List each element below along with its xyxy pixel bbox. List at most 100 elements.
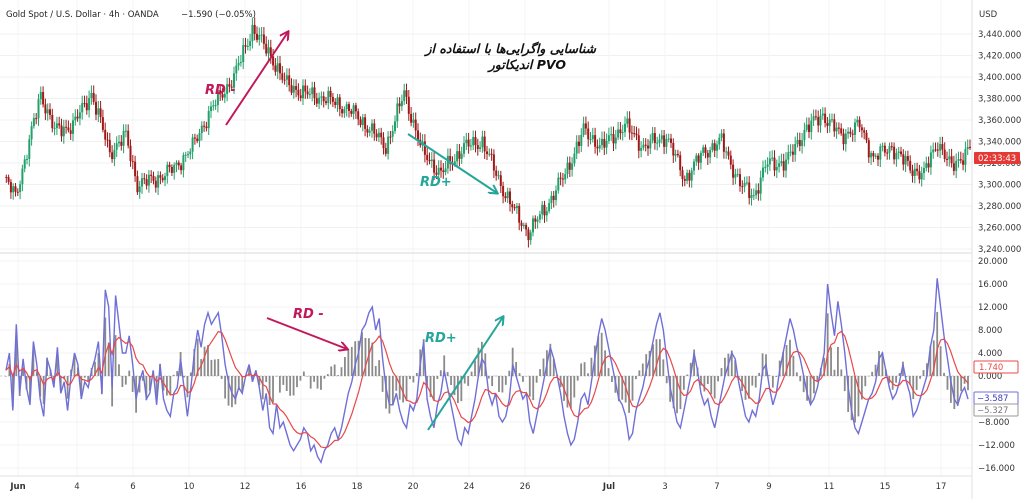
candle-body: [955, 160, 958, 171]
time-tick-label: 26: [520, 482, 531, 492]
candle-body: [621, 132, 624, 134]
candle-body: [21, 168, 24, 185]
histogram-bar: [118, 364, 120, 376]
histogram-bar: [330, 366, 333, 376]
indicator-tick-label: 16.000: [978, 280, 1008, 290]
candle-body: [559, 177, 562, 179]
candle-body: [538, 214, 541, 220]
histogram-bar: [412, 376, 415, 383]
rd-minus-indicator-label: RD -: [293, 307, 324, 322]
histogram-bar: [590, 357, 593, 376]
histogram-bar: [227, 376, 230, 406]
candle-body: [548, 203, 551, 212]
histogram-bar: [939, 346, 942, 376]
candle-body: [584, 123, 587, 129]
price-tick-label: 3,360.000: [978, 116, 1021, 126]
histogram-bar: [402, 376, 405, 403]
candle-body: [794, 144, 797, 155]
candle-body: [69, 130, 72, 134]
candle-body: [444, 168, 447, 173]
histogram-bar: [148, 376, 151, 391]
time-tick-label: 9: [766, 482, 771, 492]
histogram-bar: [703, 376, 706, 392]
histogram-bar: [932, 340, 935, 376]
histogram-bar: [186, 376, 189, 398]
candle-body: [488, 153, 491, 155]
candle-body: [879, 146, 882, 160]
candle-body: [16, 191, 19, 193]
candle-body: [469, 145, 472, 147]
candle-body: [7, 177, 10, 182]
candle-body: [580, 134, 583, 146]
candle-body: [722, 133, 725, 152]
candle-body: [65, 126, 68, 128]
candle-body: [762, 167, 764, 178]
candle-body: [946, 158, 948, 160]
candle-body: [920, 173, 923, 180]
histogram-bar: [241, 376, 244, 391]
histogram-bar: [611, 376, 613, 382]
time-tick-label: 11: [824, 482, 835, 492]
candle-body: [513, 207, 516, 209]
histogram-bar: [268, 376, 271, 405]
histogram-bar: [210, 359, 213, 376]
candle-body: [798, 139, 801, 147]
candle-body: [957, 159, 960, 161]
candle-body: [727, 151, 730, 156]
histogram-bar: [867, 375, 870, 377]
histogram-bar: [682, 376, 685, 390]
candle-body: [446, 155, 449, 169]
histogram-bar: [525, 376, 528, 377]
candle-body: [653, 133, 656, 144]
histogram-bar: [289, 376, 292, 396]
histogram-bar: [213, 359, 216, 376]
histogram-bar: [347, 349, 350, 376]
histogram-bar: [809, 376, 812, 404]
candle-body: [860, 127, 863, 131]
candle-body: [403, 90, 406, 101]
candle-body: [338, 97, 341, 110]
histogram-bar: [5, 376, 7, 377]
indicator-tick-label: 0.000: [978, 372, 1002, 382]
histogram-bar: [94, 361, 96, 376]
histogram-bar: [607, 368, 610, 376]
candle-body: [161, 177, 164, 181]
candle-body: [398, 103, 401, 107]
candle-body: [605, 140, 608, 148]
histogram-bar: [539, 369, 541, 376]
histogram-bar: [422, 339, 425, 376]
candle-body: [426, 154, 429, 160]
histogram-bar: [463, 376, 466, 384]
candle-body: [380, 132, 383, 138]
candle-body: [527, 229, 530, 241]
histogram-bar: [761, 353, 764, 376]
candle-body: [532, 218, 534, 233]
histogram-bar: [367, 338, 370, 376]
candle-body: [877, 155, 879, 160]
candle-body: [925, 163, 928, 168]
candle-body: [285, 75, 288, 80]
histogram-bar: [494, 375, 497, 377]
candle-body: [55, 123, 58, 129]
histogram-bar: [155, 376, 158, 397]
candle-body: [964, 148, 967, 165]
candle-body: [941, 144, 944, 150]
candle-body: [872, 153, 875, 157]
currency-label[interactable]: USD: [979, 10, 998, 20]
histogram-bar: [145, 376, 148, 400]
candle-body: [587, 128, 590, 140]
candle-body: [290, 85, 293, 93]
annotation-title-line2: اندیکاتور PVO: [487, 57, 567, 73]
candle-body: [637, 135, 640, 151]
histogram-bar: [943, 372, 945, 376]
time-tick-label: 15: [880, 482, 891, 492]
histogram-bar: [8, 363, 11, 376]
histogram-bar: [340, 367, 343, 376]
candle-body: [260, 34, 263, 36]
candle-body: [651, 133, 654, 141]
grid: [0, 0, 972, 476]
candle-body: [428, 159, 431, 162]
candle-body: [543, 204, 546, 216]
candle-body: [375, 133, 378, 138]
candle-body: [366, 128, 369, 133]
